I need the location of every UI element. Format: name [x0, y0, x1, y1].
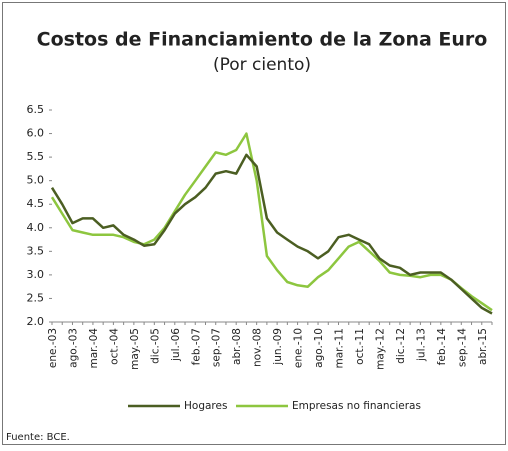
legend-label: Hogares [184, 400, 227, 412]
x-tick-label: sep.-07 [211, 328, 223, 367]
chart-subtitle: (Por ciento) [213, 55, 311, 75]
x-tick-label: abr.-15 [477, 328, 489, 365]
x-tick-label: feb.-14 [436, 328, 448, 366]
y-tick-label: 5.5 [27, 150, 45, 163]
chart-title: Costos de Financiamiento de la Zona Euro [37, 29, 488, 51]
y-tick-label: 6.0 [27, 127, 45, 140]
x-tick-label: may.-05 [129, 328, 141, 370]
x-tick-label: jun.-09 [272, 328, 284, 366]
y-tick-label: 3.0 [27, 268, 45, 281]
x-tick-label: feb.-07 [190, 328, 202, 365]
x-tick-label: oct.-04 [108, 328, 120, 365]
series-line [50, 153, 493, 315]
x-tick-label: mar.-11 [334, 328, 346, 369]
x-tick-label: may.-12 [374, 328, 386, 370]
x-tick-label: jul.-13 [415, 328, 427, 362]
x-tick-label: nov.-08 [252, 328, 264, 367]
legend-label: Empresas no financieras [292, 400, 421, 412]
x-tick-label: sep.-14 [456, 328, 468, 367]
y-tick-label: 2.5 [27, 291, 45, 304]
x-tick-label: oct.-11 [354, 328, 366, 365]
y-tick-label: 4.5 [27, 197, 45, 210]
x-tick-label: ene.-10 [293, 328, 305, 368]
x-tick-label: ago.-03 [67, 328, 79, 368]
frame [2, 2, 506, 445]
y-tick-label: 4.0 [27, 221, 45, 234]
x-tick-label: dic.-05 [149, 328, 161, 364]
x-tick-label: ene.-03 [47, 328, 59, 368]
source: Fuente: BCE. [6, 432, 70, 443]
x-tick-label: abr.-08 [231, 328, 243, 365]
y-tick-label: 2.0 [27, 315, 45, 328]
x-tick-label: mar.-04 [88, 328, 100, 369]
x-tick-label: jul.-06 [170, 328, 182, 362]
y-tick-label: 3.5 [27, 244, 45, 257]
x-tick-label: dic.-12 [395, 328, 407, 364]
y-tick-label: 5.0 [27, 174, 45, 187]
series-line [50, 132, 493, 312]
x-tick-label: ago.-10 [313, 328, 325, 368]
y-tick-label: 6.5 [27, 103, 45, 116]
